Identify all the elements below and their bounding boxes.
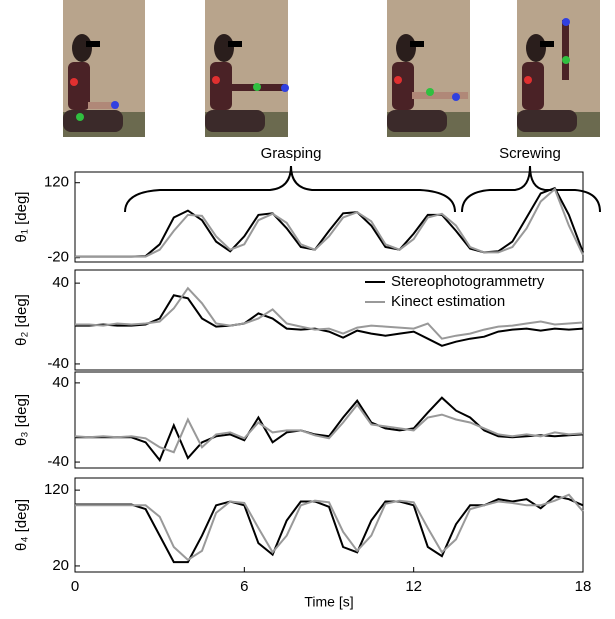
y-axis-label: θ₃ [deg] (13, 394, 30, 446)
y-tick-label: 40 (52, 274, 69, 291)
photo (387, 0, 470, 137)
series-line (75, 286, 584, 340)
y-tick-label: 20 (52, 557, 69, 574)
y-tick-label: 40 (52, 374, 69, 391)
x-tick-label: 18 (575, 578, 592, 595)
series-line (75, 396, 584, 463)
plot-frame (74, 477, 584, 573)
y-axis-label: θ₂ [deg] (13, 294, 30, 346)
y-tick-label: -40 (47, 355, 69, 372)
x-axis-label: Time [s] (304, 594, 353, 610)
series-line (74, 403, 584, 454)
series-line (75, 495, 584, 564)
legend-label: Kinect estimation (391, 293, 505, 310)
brace (461, 165, 601, 213)
y-tick-label: -40 (47, 453, 69, 470)
x-tick-label: 0 (71, 578, 79, 595)
series-line (75, 186, 584, 258)
photo (205, 0, 289, 137)
y-tick-label: -20 (47, 249, 69, 266)
x-tick-label: 6 (240, 578, 248, 595)
annotation: Grasping (261, 145, 322, 162)
series-line (75, 294, 584, 347)
series-line (75, 493, 584, 562)
photo (63, 0, 145, 137)
photo (517, 0, 600, 137)
brace (124, 165, 456, 213)
y-tick-label: 120 (44, 174, 69, 191)
legend-label: Stereophotogrammetry (391, 273, 545, 290)
annotation: Screwing (499, 145, 561, 162)
y-axis-label: θ₄ [deg] (13, 499, 30, 551)
plot-frame (74, 171, 584, 263)
y-axis-label: θ₁ [deg] (13, 192, 30, 243)
series-line (75, 187, 584, 258)
photos (63, 0, 600, 137)
x-tick-label: 12 (405, 578, 422, 595)
plot-frame (74, 269, 584, 371)
y-tick-label: 120 (44, 481, 69, 498)
plot-frame (74, 371, 584, 469)
